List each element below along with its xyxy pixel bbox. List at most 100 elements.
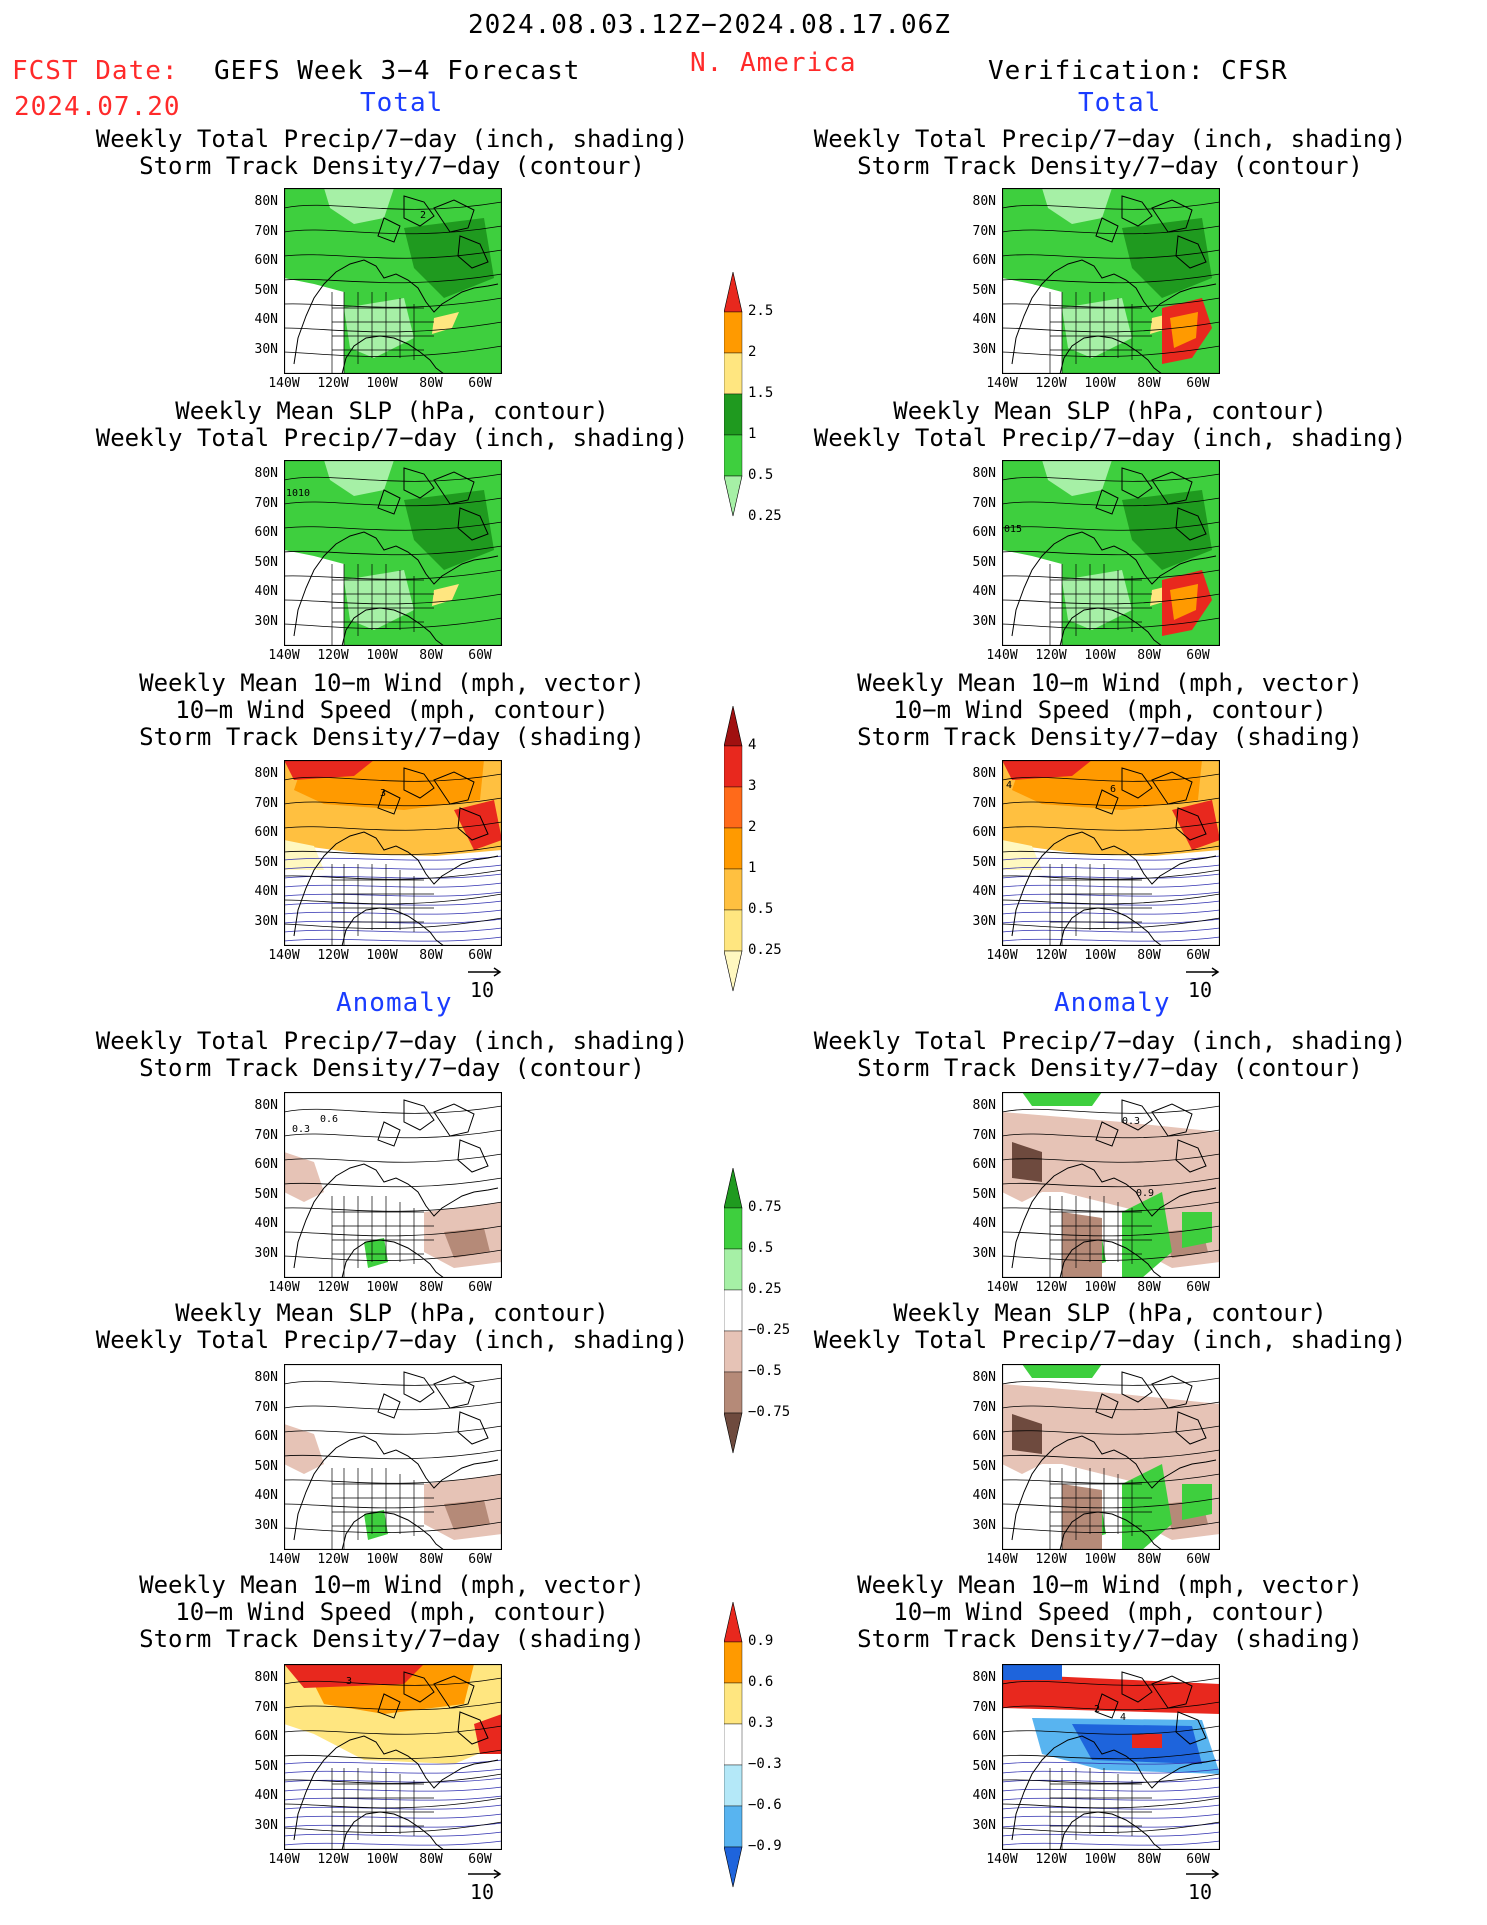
lat-label: 50N: [254, 1458, 278, 1474]
colorbar-label: −0.75: [748, 1404, 791, 1420]
contour-label: 2: [420, 210, 426, 221]
colorbar-precip_anom: [724, 1168, 743, 1454]
lat-label: 60N: [972, 1429, 996, 1444]
colorbar-swatch: [724, 786, 743, 829]
lon-label: 140W: [986, 648, 1018, 663]
lat-label: 60N: [972, 1157, 996, 1172]
lon-label: 140W: [986, 1280, 1018, 1295]
colorbar-swatch: [724, 1723, 743, 1766]
title-p6-right: Weekly Mean 10−m Wind (mph, vector) 10−m …: [857, 1571, 1363, 1653]
region-title: N. America: [690, 48, 857, 78]
lon-label: 100W: [1084, 1552, 1116, 1567]
contour-label: 0.6: [320, 1114, 338, 1125]
lat-label: 50N: [972, 854, 996, 870]
lat-label: 70N: [972, 223, 996, 239]
colorbar-label: 0.5: [748, 901, 774, 917]
contour-label: 4: [1120, 1712, 1126, 1723]
colorbar-swatch: [724, 1207, 743, 1250]
lon-label: 140W: [268, 376, 300, 391]
lon-label: 120W: [1035, 1280, 1067, 1295]
lat-label: 80N: [254, 466, 278, 481]
lon-label: 100W: [366, 376, 398, 391]
lon-label: 120W: [317, 1552, 349, 1567]
lat-label: 40N: [972, 1216, 996, 1231]
lat-label: 60N: [254, 825, 278, 840]
lon-label: 60W: [1186, 948, 1210, 963]
lat-label: 70N: [254, 795, 278, 811]
lon-label: 60W: [1186, 1852, 1210, 1867]
colorbar-swatch: [724, 1602, 743, 1643]
lat-label: 70N: [254, 495, 278, 511]
vector-ref-p6-left: 10: [470, 1880, 495, 1904]
map-1R: 015: [1002, 460, 1220, 646]
colorbar-swatch: [724, 434, 743, 477]
colorbar-label: 3: [748, 778, 757, 794]
lon-label: 100W: [366, 948, 398, 963]
colorbar-swatch: [724, 868, 743, 911]
lon-label: 60W: [1186, 376, 1210, 391]
lat-label: 50N: [972, 1458, 996, 1474]
lon-label: 60W: [468, 948, 492, 963]
title-p1-left: Weekly Total Precip/7−day (inch, shading…: [95, 125, 689, 180]
lat-label: 70N: [972, 795, 996, 811]
lat-label: 30N: [254, 341, 278, 357]
lat-label: 50N: [972, 282, 996, 298]
lat-label: 60N: [254, 1157, 278, 1172]
section-anomaly-left: Anomaly: [336, 988, 453, 1018]
lon-label: 80W: [1137, 1280, 1161, 1295]
lat-label: 30N: [972, 341, 996, 357]
lat-label: 70N: [972, 1399, 996, 1415]
vector-ref-p3-left: 10: [470, 978, 495, 1002]
lat-label: 80N: [254, 1098, 278, 1113]
contour-label: 0.3: [1122, 1116, 1140, 1127]
lon-label: 140W: [268, 648, 300, 663]
lon-label: 80W: [1137, 648, 1161, 663]
colorbar-swatch: [724, 1682, 743, 1725]
lon-label: 100W: [1084, 1852, 1116, 1867]
lon-label: 120W: [317, 1280, 349, 1295]
colorbar-label: 0.6: [748, 1674, 774, 1690]
lon-label: 100W: [1084, 648, 1116, 663]
lat-label: 60N: [254, 1429, 278, 1444]
colorbar-precip_total: [724, 272, 743, 517]
colorbar-swatch: [724, 1641, 743, 1684]
colorbar-label: −0.6: [748, 1797, 782, 1813]
colorbar-swatch: [724, 1168, 743, 1209]
colorbar-swatch: [724, 1412, 743, 1454]
lon-label: 140W: [268, 948, 300, 963]
colorbar-label: 0.5: [748, 467, 774, 483]
colorbar-swatch: [724, 475, 743, 517]
title-p5-right: Weekly Mean SLP (hPa, contour) Weekly Tot…: [813, 1299, 1407, 1354]
lat-label: 70N: [972, 1699, 996, 1715]
colorbar-swatch: [724, 1846, 743, 1888]
map-3R: 0.3 0.9: [1002, 1092, 1220, 1278]
title-p4-right: Weekly Total Precip/7−day (inch, shading…: [813, 1027, 1407, 1082]
map-4R: [1002, 1364, 1220, 1550]
lat-label: 60N: [254, 1729, 278, 1744]
colorbar-swatch: [724, 1805, 743, 1848]
map-1L: 1010: [284, 460, 502, 646]
colorbar-label: 2.5: [748, 303, 774, 319]
colorbar-label: −0.5: [748, 1363, 782, 1379]
colorbar-label: 0.25: [748, 942, 782, 958]
lon-label: 80W: [1137, 1552, 1161, 1567]
lat-label: 30N: [254, 1245, 278, 1261]
title-p1-right: Weekly Total Precip/7−day (inch, shading…: [813, 125, 1407, 180]
lat-label: 50N: [254, 554, 278, 570]
lon-label: 60W: [1186, 1280, 1210, 1295]
colorbar-swatch: [724, 1330, 743, 1373]
colorbar-label: 0.25: [748, 508, 782, 524]
lon-label: 80W: [419, 1852, 443, 1867]
colorbar-label: −0.9: [748, 1838, 782, 1854]
colorbar-track_anom: [724, 1602, 743, 1888]
lat-label: 70N: [972, 495, 996, 511]
lon-label: 120W: [1035, 648, 1067, 663]
lon-label: 100W: [1084, 376, 1116, 391]
map-0R: [1002, 188, 1220, 374]
lat-label: 80N: [972, 1670, 996, 1685]
lon-label: 80W: [419, 376, 443, 391]
lat-label: 40N: [972, 312, 996, 327]
contour-label: 6: [1110, 784, 1116, 795]
lat-label: 60N: [254, 253, 278, 268]
lat-label: 50N: [972, 1758, 996, 1774]
